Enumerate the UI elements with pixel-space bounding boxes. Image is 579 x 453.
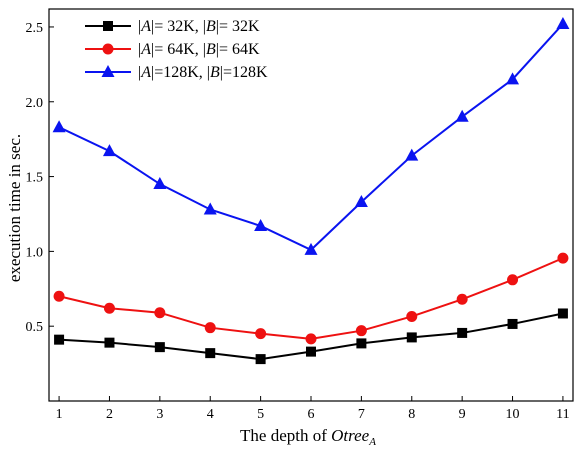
data-point [406, 311, 417, 322]
x-tick-label: 8 [408, 407, 415, 422]
legend-marker [103, 44, 114, 55]
legend-label-part: |= 32K, | [151, 18, 206, 35]
x-tick-label: 5 [257, 407, 264, 422]
data-point [54, 335, 64, 345]
series-line [59, 258, 563, 339]
legend-label-part: A [140, 64, 151, 81]
legend-label-part: |=128K, | [151, 64, 210, 81]
data-point [508, 319, 518, 329]
legend: |A|= 32K, |B|= 32K|A|= 64K, |B|= 64K|A|=… [85, 18, 268, 81]
x-tick-label: 10 [506, 407, 520, 422]
data-point [507, 274, 518, 285]
legend-label-part: A [140, 41, 151, 58]
series-triangle [53, 17, 570, 255]
data-point [557, 253, 568, 264]
data-point [205, 322, 216, 333]
data-point [154, 307, 165, 318]
series-circle [54, 253, 569, 345]
y-tick-label: 1.5 [26, 171, 44, 186]
series-layer [53, 17, 570, 364]
data-point [356, 338, 366, 348]
legend-label-part: |= 64K [216, 41, 260, 58]
data-point [306, 347, 316, 357]
x-tick-label: 9 [459, 407, 466, 422]
data-point [256, 354, 266, 364]
legend-label: |A|= 32K, |B|= 32K [138, 18, 260, 35]
x-axis-label-italic: Otree [331, 426, 370, 445]
y-tick-label: 0.5 [26, 320, 44, 335]
x-axis-label-subscript: A [368, 436, 376, 448]
series-line [59, 24, 563, 250]
data-point [407, 332, 417, 342]
data-point [405, 149, 418, 161]
data-point [53, 120, 66, 132]
data-point [457, 294, 468, 305]
legend-label-part: |=128K [220, 64, 268, 81]
legend-entry: |A|= 32K, |B|= 32K [85, 18, 260, 35]
data-point [306, 333, 317, 344]
legend-label-part: A [140, 18, 151, 35]
data-point [457, 328, 467, 338]
y-tick-label: 2.5 [26, 21, 44, 36]
data-point [558, 308, 568, 318]
legend-marker [103, 21, 113, 31]
data-point [104, 338, 114, 348]
legend-label: |A|= 64K, |B|= 64K [138, 41, 260, 58]
legend-label-part: B [206, 18, 216, 35]
data-point [456, 110, 469, 122]
data-point [255, 328, 266, 339]
data-point [356, 325, 367, 336]
x-tick-label: 1 [56, 407, 63, 422]
x-tick-label: 3 [156, 407, 163, 422]
data-point [155, 342, 165, 352]
data-point [103, 144, 116, 156]
data-point [205, 348, 215, 358]
x-axis-label: The depth of OtreeA [240, 426, 376, 448]
x-tick-label: 7 [358, 407, 365, 422]
legend-label-part: |= 64K, | [151, 41, 206, 58]
x-tick-label: 4 [207, 407, 214, 422]
x-tick-label: 2 [106, 407, 113, 422]
legend-entry: |A|= 64K, |B|= 64K [85, 41, 260, 58]
data-point [153, 177, 166, 189]
legend-label: |A|=128K, |B|=128K [138, 64, 268, 81]
legend-label-part: |= 32K [216, 18, 260, 35]
data-point [54, 291, 65, 302]
y-tick-label: 1.0 [26, 245, 44, 260]
data-point [104, 303, 115, 314]
y-axis-label: execution time in sec. [5, 134, 24, 282]
data-point [204, 202, 217, 214]
y-tick-label: 2.0 [26, 96, 44, 111]
legend-entry: |A|=128K, |B|=128K [85, 64, 268, 81]
data-point [556, 17, 569, 29]
x-tick-label: 6 [308, 407, 315, 422]
legend-label-part: B [206, 41, 216, 58]
legend-label-part: B [210, 64, 220, 81]
x-tick-label: 11 [556, 407, 569, 422]
x-axis-label-text: The depth of [240, 426, 331, 445]
